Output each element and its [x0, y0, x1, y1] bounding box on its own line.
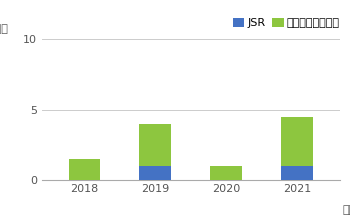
Bar — [210, 166, 242, 180]
Bar — [69, 159, 100, 180]
Bar — [281, 166, 313, 180]
Bar — [139, 124, 171, 166]
Legend: JSR, 国内グループ企業: JSR, 国内グループ企業 — [233, 18, 340, 28]
Text: （年）: （年） — [342, 205, 350, 215]
Bar — [281, 117, 313, 166]
Bar — [139, 166, 171, 180]
Text: （件）: （件） — [0, 24, 8, 34]
